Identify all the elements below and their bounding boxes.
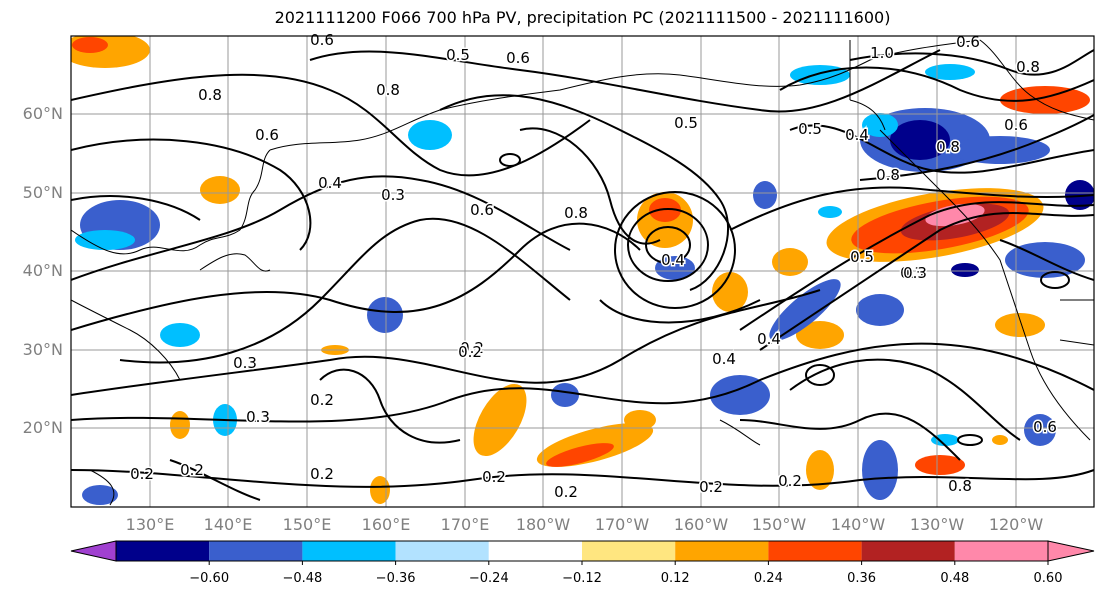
- colorbar-tick-label: 0.36: [847, 571, 877, 586]
- colorbar-segment: [582, 541, 676, 561]
- colorbar-tick-label: −0.48: [282, 571, 323, 586]
- contour-label: 0.2: [130, 465, 154, 483]
- pv-contours: [71, 49, 1094, 501]
- contour-label: 0.8: [564, 204, 588, 222]
- contour-label: 0.2: [699, 478, 723, 496]
- contour-label: 0.2: [460, 339, 484, 357]
- colorbar-segment: [209, 541, 303, 561]
- contour-label: 0.4: [757, 330, 781, 348]
- contour-label: 0.3: [233, 354, 257, 372]
- latitude-label: 20°N: [22, 418, 63, 437]
- contour-label: 0.4: [712, 350, 736, 368]
- contour-label: 0.8: [1016, 58, 1040, 76]
- longitude-label: 180°W: [515, 515, 571, 534]
- longitude-label: 130°W: [909, 515, 965, 534]
- contour-label: 0.6: [1004, 116, 1028, 134]
- latitude-label: 40°N: [22, 261, 63, 280]
- colorbar-tick-label: 0.12: [660, 571, 690, 586]
- colorbar-tick-label: 0.60: [1033, 571, 1063, 586]
- contour-label: 0.3: [246, 408, 270, 426]
- longitude-label: 150°W: [751, 515, 807, 534]
- contour-label: 0.4: [318, 174, 342, 192]
- contour-label: 0.4: [661, 251, 685, 269]
- contour-label: 0.3: [381, 186, 405, 204]
- latitude-label: 60°N: [22, 104, 63, 123]
- contour-label: 0.8: [198, 86, 222, 104]
- contour-label: 0.6: [470, 201, 494, 219]
- contour-label: 0.5: [674, 114, 698, 132]
- contour-label: 0.2: [180, 461, 204, 479]
- contour-labels: 0.6 0.5 0.6 0.8 0.8 1.0 0.6 0.8 0.5 0.6 0.8 0.5 0.4 0…: [129, 30, 1059, 503]
- contour-label: 0.6: [506, 49, 530, 67]
- longitude-label: 170°W: [594, 515, 650, 534]
- colorbar-max-extension: [1047, 540, 1095, 562]
- colorbar-tick-label: 0.24: [753, 571, 783, 586]
- contour-label: 0.5: [446, 46, 470, 64]
- contour-label: 0.8: [876, 166, 900, 184]
- colorbar-tick-label: −0.60: [189, 571, 230, 586]
- colorbar-segment: [768, 541, 862, 561]
- map-frame: [70, 35, 1095, 508]
- contour-label: 0.3: [903, 264, 927, 282]
- colorbar-segment: [675, 541, 769, 561]
- contour-label: 0.5: [798, 120, 822, 138]
- colorbar-segment: [302, 541, 396, 561]
- colorbar-tick-label: 0.48: [940, 571, 970, 586]
- contour-label: 0.2: [458, 343, 482, 361]
- contour-label: 0.3: [900, 264, 924, 282]
- contour-label: 0.6: [956, 33, 980, 51]
- colorbar-segment: [861, 541, 955, 561]
- contour-label: 0.8: [948, 477, 972, 495]
- colorbar-segment: [116, 541, 210, 561]
- colorbar-min-extension: [70, 540, 117, 562]
- longitude-label: 130°E: [125, 515, 175, 534]
- contour-label: 0.2: [778, 472, 802, 490]
- colorbar-segment: [488, 541, 582, 561]
- latitude-label: 50°N: [22, 183, 63, 202]
- contour-label: 0.2: [554, 483, 578, 501]
- contour-label: 0.2: [482, 468, 506, 486]
- colorbar: [70, 540, 1095, 565]
- contour-label: 0.8: [936, 138, 960, 156]
- longitude-label: 140°W: [830, 515, 886, 534]
- colorbar-segment: [954, 541, 1048, 561]
- contour-label: 0.4: [845, 126, 869, 144]
- contour-label: 0.6: [255, 126, 279, 144]
- longitude-label: 120°W: [988, 515, 1044, 534]
- longitude-label: 170°E: [440, 515, 490, 534]
- colorbar-tick-label: −0.24: [468, 571, 509, 586]
- longitude-label: 150°E: [282, 515, 332, 534]
- colorbar-tick-label: −0.12: [562, 571, 602, 586]
- contour-label: 0.2: [310, 391, 334, 409]
- colorbar-tick-label: −0.36: [375, 571, 416, 586]
- contour-label: 0.8: [376, 81, 400, 99]
- colorbar-segment: [395, 541, 489, 561]
- longitude-label: 160°E: [361, 515, 411, 534]
- contour-label: 1.0: [870, 44, 894, 62]
- longitude-label: 140°E: [203, 515, 253, 534]
- contour-label: 0.2: [310, 465, 334, 483]
- contour-label: 0.6: [1033, 418, 1057, 436]
- figure-title: 2021111200 F066 700 hPa PV, precipitatio…: [274, 8, 891, 27]
- longitude-label: 160°W: [673, 515, 729, 534]
- coastlines: [71, 39, 1094, 506]
- latitude-label: 30°N: [22, 340, 63, 359]
- contour-label: 0.6: [310, 31, 334, 49]
- contour-label: 0.5: [850, 248, 874, 266]
